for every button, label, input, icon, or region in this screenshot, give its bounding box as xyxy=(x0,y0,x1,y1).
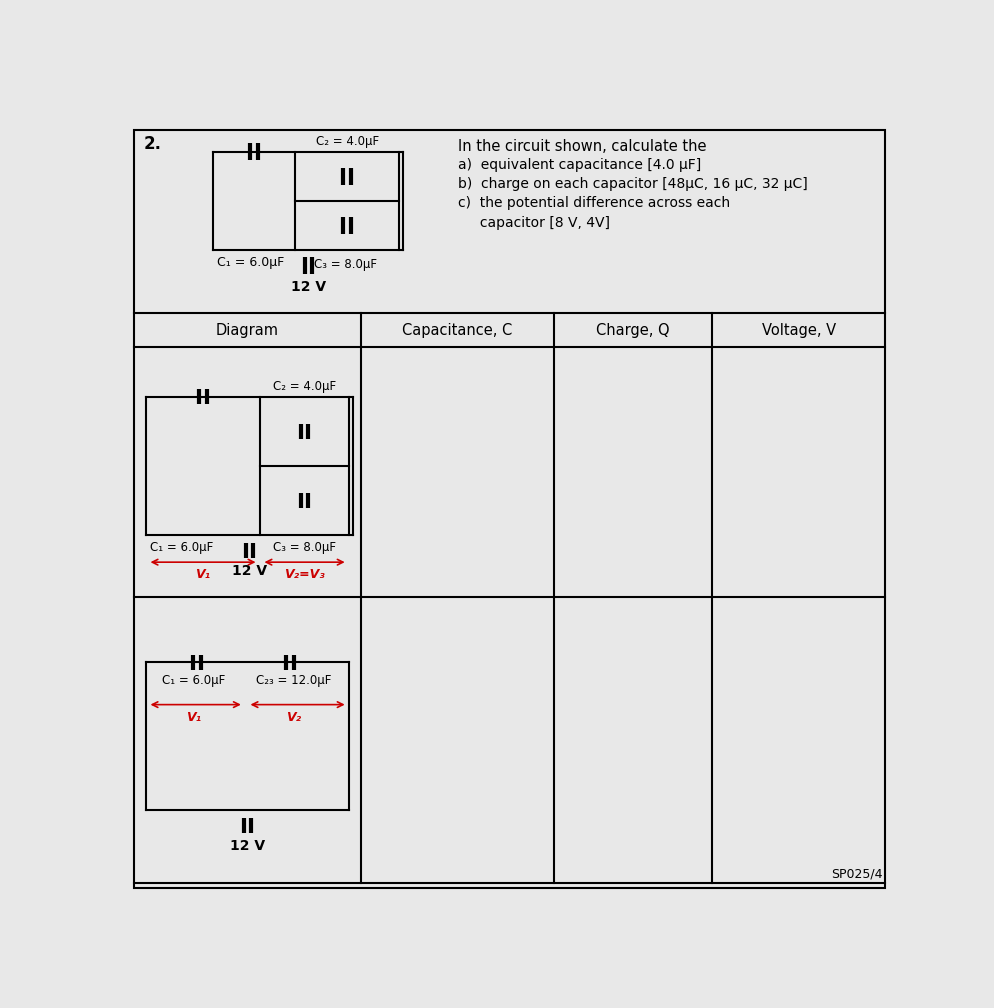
Text: 2.: 2. xyxy=(143,135,162,153)
Text: 12 V: 12 V xyxy=(230,840,264,854)
Text: Diagram: Diagram xyxy=(216,323,278,338)
Text: Capacitance, C: Capacitance, C xyxy=(403,323,512,338)
Text: c)  the potential difference across each: c) the potential difference across each xyxy=(457,197,729,211)
Text: a)  equivalent capacitance [4.0 μF]: a) equivalent capacitance [4.0 μF] xyxy=(457,158,700,172)
Text: C₁ = 6.0μF: C₁ = 6.0μF xyxy=(162,673,225,686)
Text: V₂=V₃: V₂=V₃ xyxy=(284,569,325,582)
Text: C₂ = 4.0μF: C₂ = 4.0μF xyxy=(272,380,336,393)
Text: C₃ = 8.0μF: C₃ = 8.0μF xyxy=(272,541,336,554)
Text: C₁ = 6.0μF: C₁ = 6.0μF xyxy=(150,541,213,554)
Text: V₁: V₁ xyxy=(195,569,211,582)
Text: 12 V: 12 V xyxy=(290,279,326,293)
Text: 12 V: 12 V xyxy=(232,564,266,579)
Text: In the circuit shown, calculate the: In the circuit shown, calculate the xyxy=(457,139,706,153)
Text: capacitor [8 V, 4V]: capacitor [8 V, 4V] xyxy=(457,216,609,230)
Text: C₂ = 4.0μF: C₂ = 4.0μF xyxy=(315,135,379,148)
Text: V₂: V₂ xyxy=(286,711,301,724)
Text: C₁ = 6.0μF: C₁ = 6.0μF xyxy=(217,256,284,269)
Text: Voltage, V: Voltage, V xyxy=(760,323,835,338)
Text: C₃ = 8.0μF: C₃ = 8.0μF xyxy=(314,258,377,271)
Text: C₂₃ = 12.0μF: C₂₃ = 12.0μF xyxy=(256,673,331,686)
Text: SP025/4: SP025/4 xyxy=(830,867,882,880)
Text: b)  charge on each capacitor [48μC, 16 μC, 32 μC]: b) charge on each capacitor [48μC, 16 μC… xyxy=(457,177,806,192)
Text: Charge, Q: Charge, Q xyxy=(595,323,669,338)
Text: V₁: V₁ xyxy=(186,711,201,724)
